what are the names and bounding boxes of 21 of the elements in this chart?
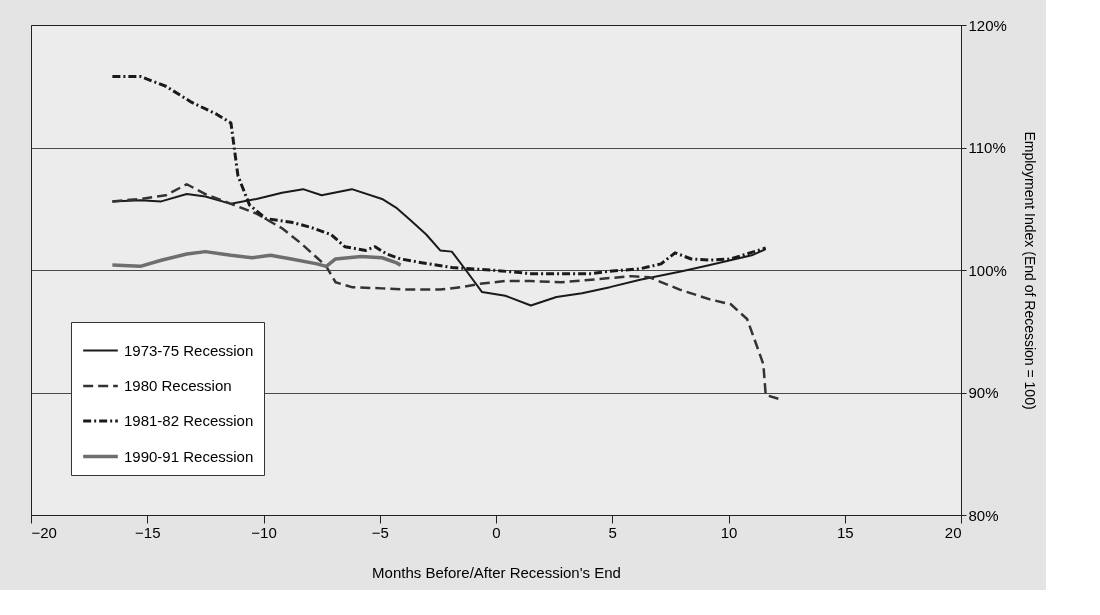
legend-label: 1980 Recession: [124, 377, 232, 394]
y-tick-label: 110%: [968, 139, 1006, 156]
y-tick-label: 100%: [968, 261, 1007, 279]
legend-label: 1973-75 Recession: [124, 341, 254, 359]
y-tick-label: 90%: [968, 384, 999, 401]
legend-label: 1981-82 Recession: [124, 412, 254, 429]
y-tick-label: 80%: [968, 506, 999, 524]
x-tick-label: 5: [608, 523, 617, 541]
y-tick-label: 120%: [968, 16, 1007, 34]
x-tick-label: −15: [135, 523, 161, 541]
line-series: [110, 249, 403, 269]
x-tick-label: −10: [251, 523, 277, 541]
y-axis-title: Employment Index (End of Recession = 100): [1021, 131, 1038, 410]
x-tick-label: −20: [31, 523, 57, 541]
x-axis-title: Months Before/After Recession's End: [372, 563, 621, 581]
x-tick-label: −5: [371, 523, 389, 541]
x-tick-label: 20: [944, 523, 962, 541]
x-tick-label: 10: [720, 523, 738, 541]
x-tick-label: 15: [836, 523, 854, 541]
legend-label: 1990-91 Recession: [124, 447, 254, 465]
x-tick-label: 0: [492, 523, 501, 541]
